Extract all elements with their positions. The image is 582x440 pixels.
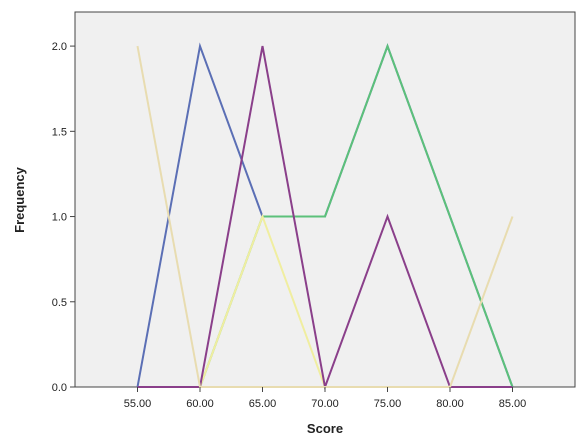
x-tick-label: 85.00: [499, 398, 527, 410]
x-tick-label: 70.00: [311, 398, 339, 410]
y-tick-label: 1.5: [52, 126, 67, 138]
x-tick-label: 60.00: [186, 398, 214, 410]
axis-layer: 55.00 60.00 65.00 70.00 75.00 80.00 85.00 0.0 0.…: [52, 41, 527, 410]
x-tick-label: 55.00: [124, 398, 152, 410]
y-tick-label: 1.0: [52, 212, 67, 224]
x-axis-title: Score: [307, 421, 343, 436]
x-tick-label: 65.00: [249, 398, 277, 410]
y-tick-label: 0.5: [52, 297, 67, 309]
y-tick-label: 0.0: [52, 382, 67, 394]
x-tick-label: 80.00: [436, 398, 464, 410]
y-tick-label: 2.0: [52, 41, 67, 53]
plot-area: [74, 11, 576, 388]
x-tick-label: 75.00: [374, 398, 402, 410]
y-axis-title: Frequency: [12, 166, 27, 233]
